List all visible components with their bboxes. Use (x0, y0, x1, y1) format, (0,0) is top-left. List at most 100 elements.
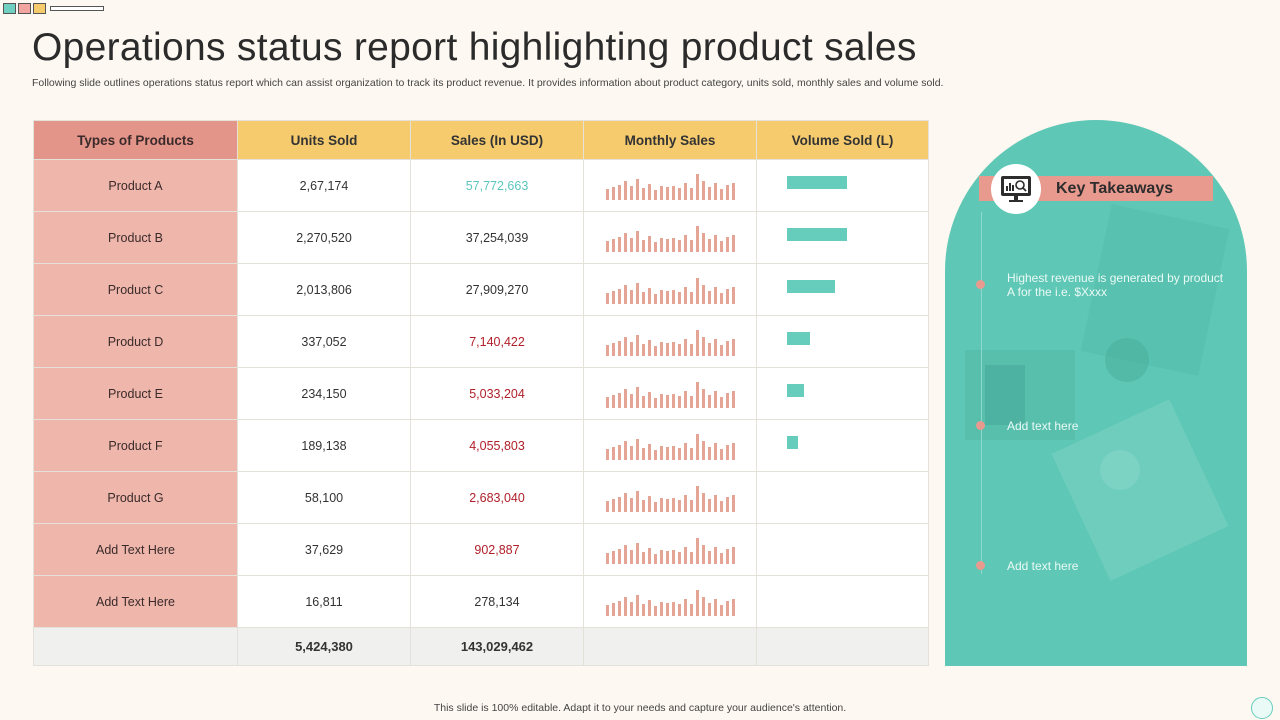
corner-circle (1251, 697, 1273, 719)
sparkline-bar (731, 390, 735, 408)
sparkline-bar (713, 338, 717, 356)
sparkline-bar (731, 234, 735, 252)
takeaway-dot-1 (976, 280, 985, 289)
sparkline-bar (701, 388, 705, 408)
sparkline-bar (671, 445, 675, 460)
monthly-sales-cell (583, 367, 757, 420)
volume-sold-bar (787, 384, 804, 397)
sparkline-bar (647, 547, 651, 564)
sparkline-bar (665, 394, 669, 408)
sparkline-bar (701, 544, 705, 564)
volume-sold-bar (787, 280, 835, 293)
sparkline-bar (623, 544, 627, 564)
sparkline-bar (725, 548, 729, 564)
totals-empty-cell (583, 627, 757, 666)
sparkline-bar (725, 496, 729, 512)
sparkline-bar (665, 186, 669, 200)
units-sold-cell: 37,629 (237, 523, 411, 576)
sales-usd-cell: 7,140,422 (410, 315, 584, 368)
monthly-sales-sparkline (584, 328, 756, 356)
sparkline-bar (641, 343, 645, 356)
monthly-sales-sparkline (584, 172, 756, 200)
sparkline-bar (707, 394, 711, 408)
volume-sold-cell (756, 263, 929, 316)
table-row: Product F 189,138 4,055,803 (33, 419, 929, 472)
sparkline-bar (647, 391, 651, 408)
footer-note: This slide is 100% editable. Adapt it to… (433, 702, 847, 714)
sparkline-bar (707, 238, 711, 252)
sparkline-bar (713, 182, 717, 200)
product-name-cell: Product F (33, 419, 238, 472)
volume-sold-cell (756, 211, 929, 264)
sparkline-bar (605, 604, 609, 616)
monthly-sales-sparkline (584, 224, 756, 252)
table-row: Add Text Here 16,811 278,134 (33, 575, 929, 628)
sparkline-bar (695, 173, 699, 200)
sparkline-bar (617, 444, 621, 460)
sparkline-bar (605, 396, 609, 408)
sparkline-bar (617, 496, 621, 512)
sparkline-bar (701, 284, 705, 304)
sparkline-bar (683, 234, 687, 252)
monthly-sales-cell (583, 159, 757, 212)
sparkline-bar (689, 395, 693, 408)
sparkline-bar (701, 336, 705, 356)
sparkline-bar (653, 449, 657, 460)
sparkline-bar (617, 600, 621, 616)
sparkline-bar (665, 550, 669, 564)
units-sold-cell: 2,013,806 (237, 263, 411, 316)
sparkline-bar (671, 393, 675, 408)
monthly-sales-sparkline (584, 484, 756, 512)
sparkline-bar (677, 395, 681, 408)
sparkline-bar (695, 485, 699, 512)
sparkline-bar (707, 342, 711, 356)
monthly-sales-sparkline (584, 380, 756, 408)
sparkline-bar (719, 448, 723, 460)
sparkline-bar (719, 188, 723, 200)
sparkline-bar (611, 238, 615, 252)
sparkline-bar (659, 289, 663, 304)
monthly-sales-sparkline (584, 536, 756, 564)
sparkline-bar (659, 549, 663, 564)
sparkline-bar (653, 345, 657, 356)
sparkline-bar (701, 180, 705, 200)
sparkline-bar (641, 395, 645, 408)
volume-sold-cell (756, 367, 929, 420)
sparkline-bar (719, 396, 723, 408)
sparkline-bar (605, 188, 609, 200)
header-units-sold: Units Sold (237, 120, 411, 160)
sparkline-bar (623, 232, 627, 252)
sparkline-bar (707, 446, 711, 460)
sparkline-bar (677, 343, 681, 356)
sparkline-bar (659, 393, 663, 408)
sparkline-bar (647, 495, 651, 512)
sparkline-bar (731, 546, 735, 564)
monthly-sales-sparkline (584, 432, 756, 460)
operations-table: Types of Products Units Sold Sales (In U… (33, 120, 929, 666)
volume-sold-bar (787, 436, 798, 449)
sparkline-bar (689, 551, 693, 564)
sparkline-bar (641, 239, 645, 252)
monthly-sales-cell (583, 575, 757, 628)
sparkline-bar (605, 552, 609, 564)
sparkline-bar (653, 397, 657, 408)
sparkline-bar (617, 392, 621, 408)
table-row: Product G 58,100 2,683,040 (33, 471, 929, 524)
sparkline-bar (731, 182, 735, 200)
sparkline-bar (731, 286, 735, 304)
sparkline-bar (725, 184, 729, 200)
sparkline-bar (719, 604, 723, 616)
sparkline-bar (641, 603, 645, 616)
sparkline-bar (623, 492, 627, 512)
table-row: Product C 2,013,806 27,909,270 (33, 263, 929, 316)
sparkline-bar (617, 340, 621, 356)
sparkline-bar (707, 550, 711, 564)
sparkline-bar (641, 551, 645, 564)
monthly-sales-sparkline (584, 276, 756, 304)
sparkline-bar (611, 186, 615, 200)
sparkline-bar (731, 598, 735, 616)
takeaway-dot-3 (976, 561, 985, 570)
sparkline-bar (677, 291, 681, 304)
takeaways-timeline-line (981, 212, 982, 574)
sparkline-bar (671, 497, 675, 512)
